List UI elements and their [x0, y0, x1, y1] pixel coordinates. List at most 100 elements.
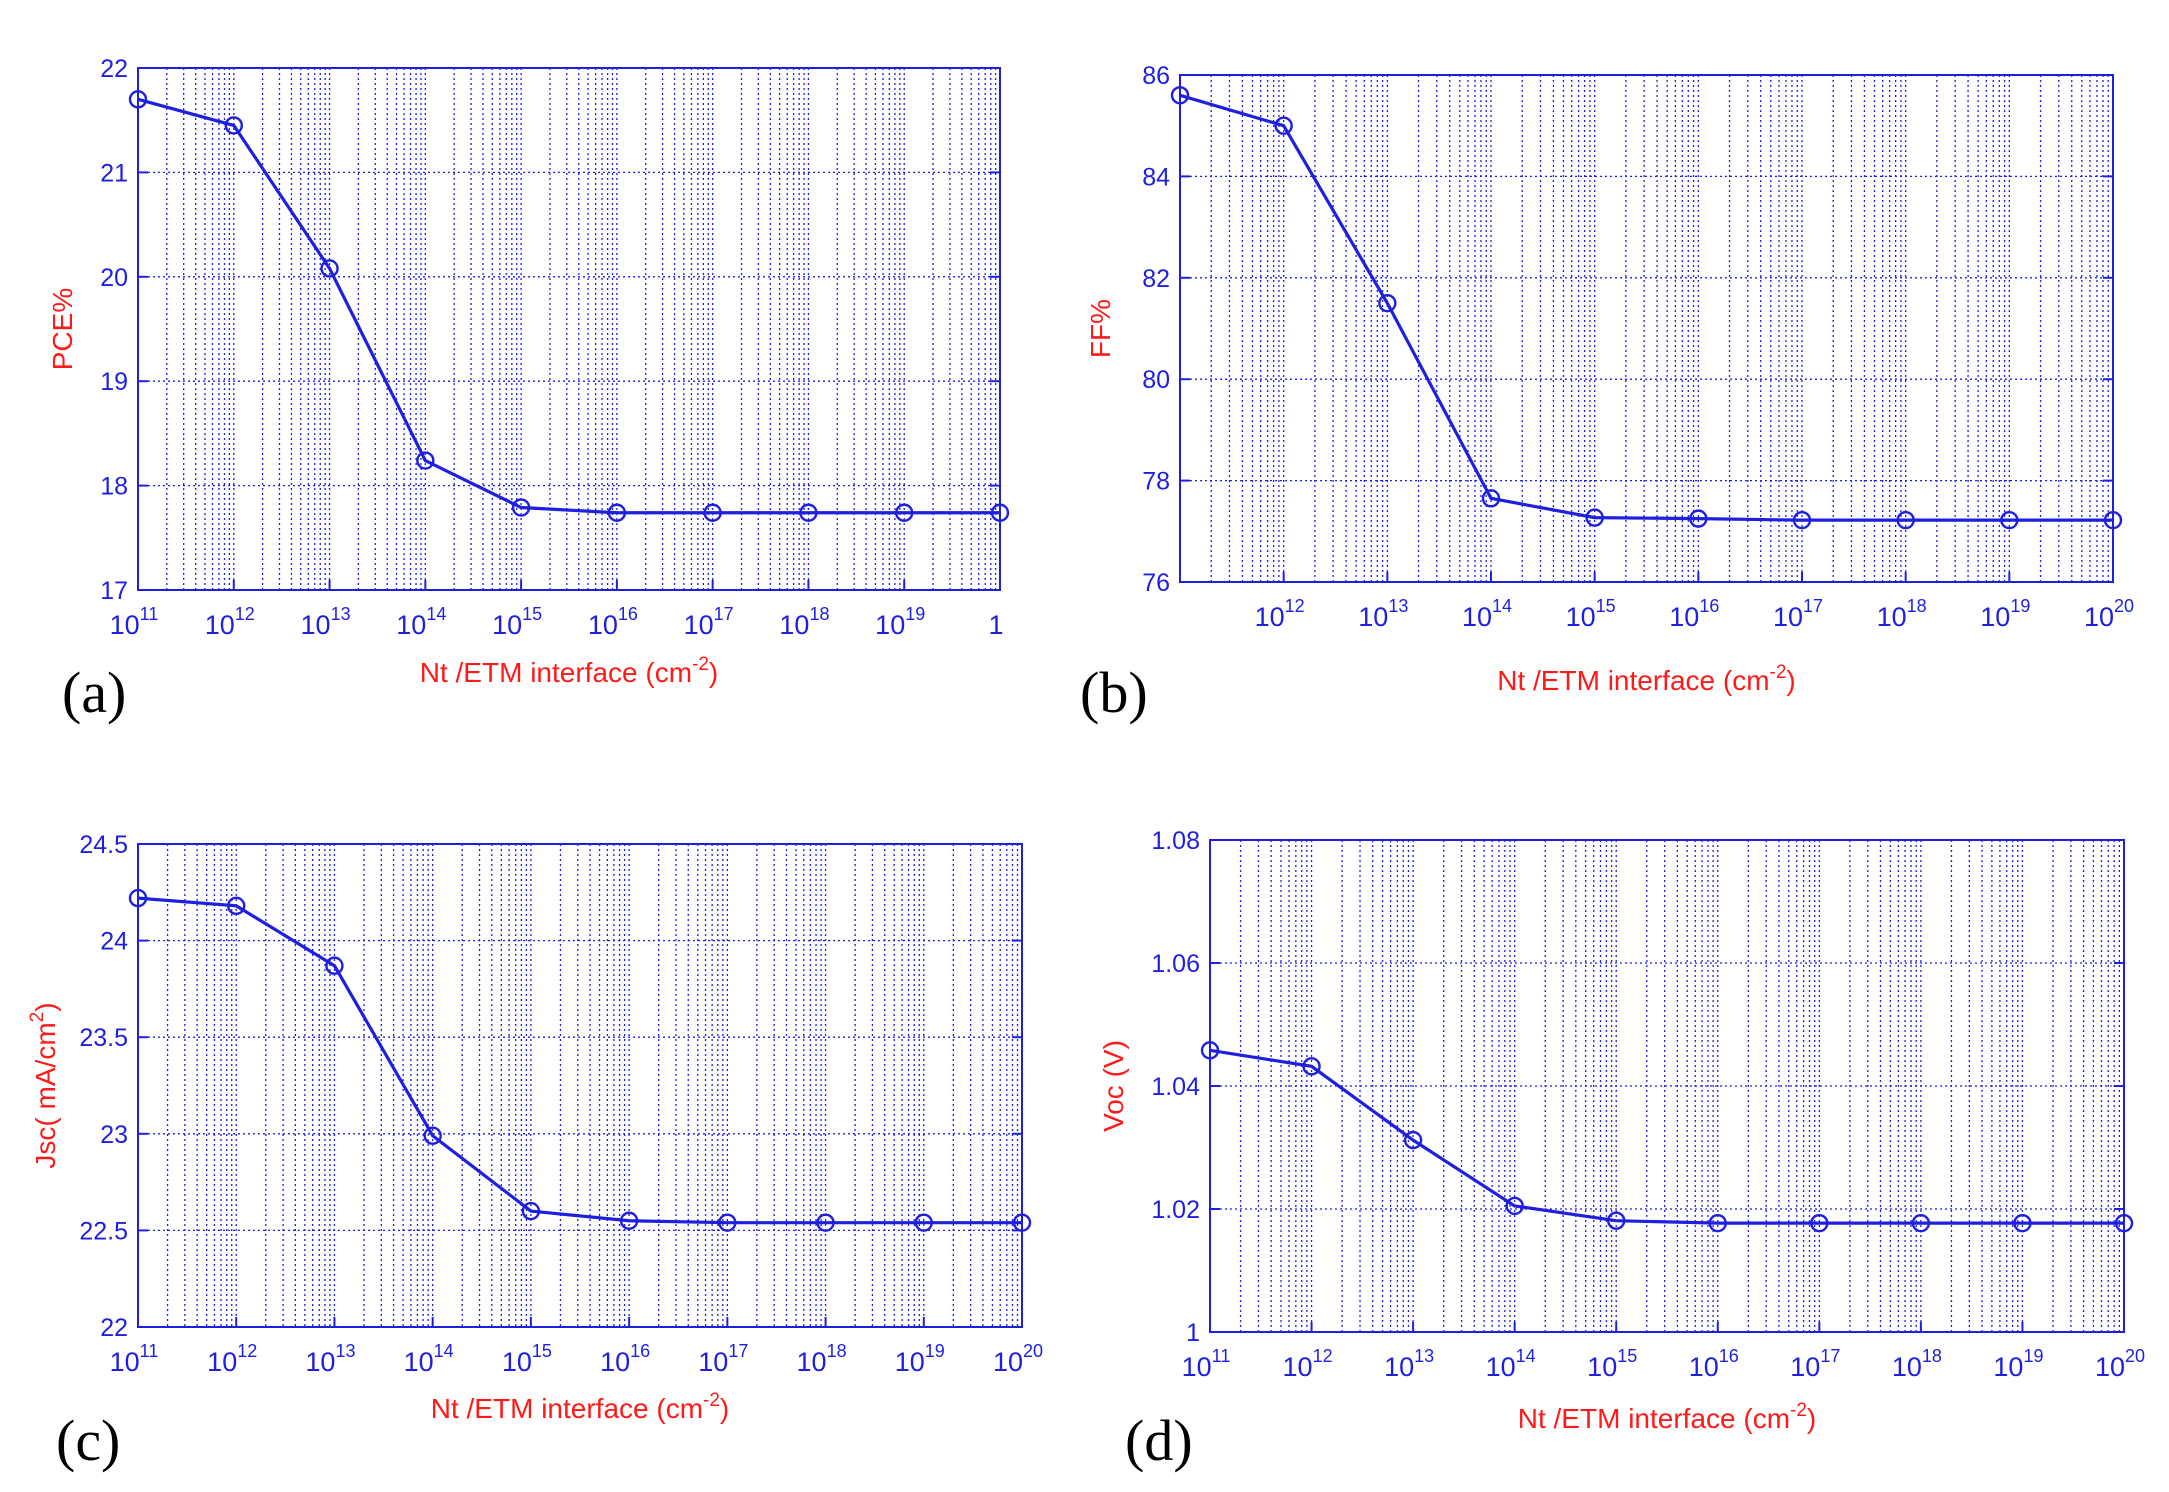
x-tick-base: 10: [1587, 1352, 1617, 1382]
data-point-marker: [718, 1213, 737, 1232]
x-tick-label: 1018: [1877, 596, 1927, 632]
x-tick-base: 10: [1486, 1352, 1516, 1382]
y-tick-label: 84: [1142, 163, 1170, 191]
x-tick-exponent: 18: [1922, 1346, 1942, 1366]
x-tick-exponent: 14: [434, 1341, 454, 1361]
x-tick-exponent: 17: [714, 604, 734, 624]
x-tick-label: 1013: [1384, 1346, 1434, 1382]
y-axis-label: Voc (V): [1098, 1040, 1129, 1132]
x-axis-label-end: ): [709, 657, 718, 688]
data-point-marker: [1170, 86, 1190, 105]
x-tick-label: 1012: [207, 1341, 257, 1377]
data-point-marker: [619, 1211, 639, 1230]
data-point-marker: [799, 503, 818, 522]
x-tick-exponent: 20: [2125, 1346, 2145, 1366]
data-point-marker: [224, 116, 243, 135]
x-axis-label-text: Nt /ETM interface (cm: [431, 1393, 703, 1424]
x-tick-exponent: 15: [532, 1341, 552, 1361]
y-tick-label: 86: [1142, 62, 1170, 90]
x-tick-exponent: 11: [140, 604, 159, 624]
x-tick-base: 10: [1566, 602, 1596, 632]
data-point-marker: [325, 956, 344, 975]
data-point-marker: [703, 503, 722, 522]
x-tick-exponent: 18: [809, 604, 829, 624]
y-tick-label: 18: [100, 473, 128, 501]
x-axis-label: Nt /ETM interface (cm-2): [1497, 662, 1796, 696]
x-tick-base: 10: [1980, 602, 2010, 632]
x-tick-exponent: 16: [630, 1341, 650, 1361]
data-point-marker: [1689, 509, 1708, 528]
x-tick-base: 10: [502, 1347, 532, 1377]
x-tick-exponent: 13: [331, 604, 351, 624]
x-axis-label-exponent: -2: [1790, 1400, 1807, 1421]
y-axis-label: PCE%: [47, 288, 78, 370]
y-axis-label-text: Voc (V): [1098, 1040, 1129, 1132]
x-tick-base: 10: [1462, 602, 1492, 632]
y-tick-label: 22: [100, 1314, 128, 1342]
y-axis-label: Jsc( mA/cm2): [27, 1002, 61, 1168]
x-tick-label: 1012: [1255, 596, 1305, 632]
x-tick-label: 1017: [684, 604, 734, 640]
x-tick-base: 10: [1384, 1352, 1414, 1382]
x-tick-exponent: 15: [1596, 596, 1616, 616]
y-tick-label: 24: [100, 928, 128, 956]
panel-label: (a): [62, 660, 126, 725]
x-tick-exponent: 18: [1907, 596, 1927, 616]
x-tick-base: 10: [492, 610, 522, 640]
data-point-marker: [1911, 1213, 1931, 1233]
x-tick-exponent: 11: [1212, 1346, 1231, 1366]
x-tick-base: 10: [1790, 1352, 1820, 1382]
data-point-marker: [128, 90, 148, 109]
x-tick-base: 10: [301, 610, 331, 640]
x-tick-base: 10: [1669, 602, 1699, 632]
x-tick-label: 1018: [797, 1341, 847, 1377]
x-tick-exponent: 17: [1820, 1346, 1840, 1366]
x-axis-label-exponent: -2: [703, 1390, 720, 1411]
x-tick-label: 1019: [875, 604, 925, 640]
data-point-marker: [521, 1201, 541, 1221]
series-line: [1179, 93, 2113, 522]
x-tick-label: 1016: [1689, 1346, 1739, 1382]
x-tick-exponent: 15: [1617, 1346, 1637, 1366]
x-tick-label: 1012: [1283, 1346, 1333, 1382]
y-tick-label: 1.04: [1151, 1073, 1200, 1101]
x-tick-base: 10: [2084, 602, 2114, 632]
data-point-marker: [227, 896, 246, 916]
x-tick-label: 1016: [588, 604, 638, 640]
x-tick-base: 10: [698, 1347, 728, 1377]
data-point-marker: [1607, 1211, 1626, 1230]
x-tick-label: 1020: [2095, 1346, 2145, 1382]
axes-frame: [1179, 74, 2114, 583]
x-axis-label-end: ): [720, 1393, 729, 1424]
panel-label: (d): [1125, 1408, 1193, 1473]
data-point-marker: [2103, 510, 2123, 530]
series-line: [137, 97, 1000, 515]
x-tick-label: 1019: [895, 1341, 945, 1377]
y-tick-label: 22: [100, 55, 128, 83]
x-tick-label: 1017: [1790, 1346, 1840, 1382]
x-axis-label-exponent: -2: [692, 654, 709, 675]
x-tick-base: 10: [797, 1347, 827, 1377]
x-tick-exponent: 11: [140, 1341, 159, 1361]
data-point-marker: [416, 451, 435, 470]
x-tick-label: 1017: [698, 1341, 748, 1377]
x-tick-exponent: 17: [1803, 596, 1823, 616]
x-tick-base: 10: [895, 1347, 925, 1377]
x-tick-exponent: 19: [925, 1341, 945, 1361]
x-tick-exponent: 14: [1516, 1346, 1536, 1366]
x-tick-exponent: 19: [2010, 596, 2030, 616]
grid-lines: [138, 68, 1000, 590]
data-point-marker: [2000, 510, 2019, 530]
x-tick-label: 1015: [1587, 1346, 1637, 1382]
grid-lines: [1180, 75, 2113, 582]
x-axis-label: Nt /ETM interface (cm-2): [431, 1390, 730, 1424]
y-tick-label: 1.06: [1151, 950, 1200, 978]
x-tick-base: 1: [988, 610, 1003, 640]
y-tick-label: 82: [1142, 265, 1170, 293]
x-tick-label: 1011: [110, 604, 159, 640]
x-tick-exponent: 12: [235, 604, 255, 624]
